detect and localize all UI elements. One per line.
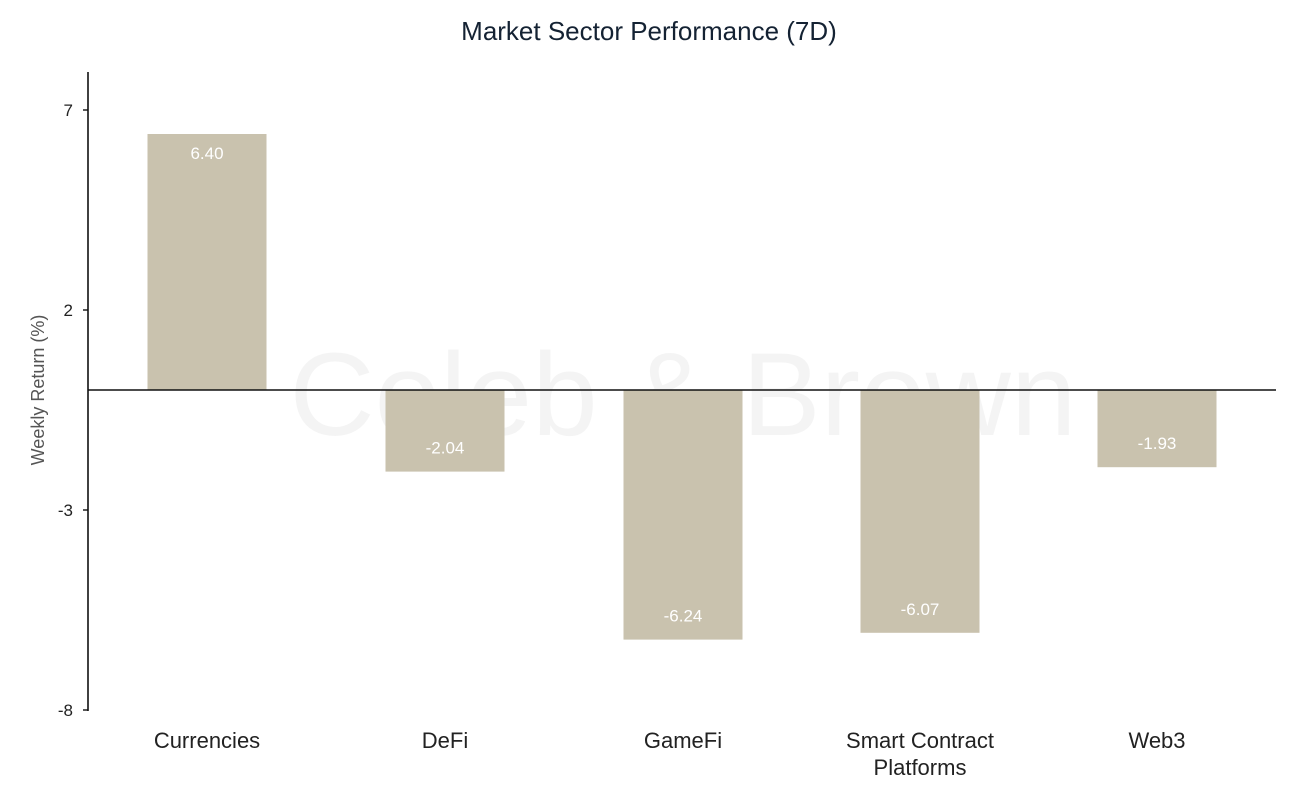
chart-title: Market Sector Performance (7D) (461, 16, 837, 46)
data-label: 6.40 (190, 144, 223, 163)
x-category-label: GameFi (644, 728, 722, 753)
data-label: -2.04 (426, 439, 465, 458)
x-category-label-line: Platforms (874, 755, 967, 780)
x-category-label: Web3 (1128, 728, 1185, 753)
y-tick-label: -3 (58, 501, 73, 520)
bar (147, 134, 267, 390)
x-category-label-line: Web3 (1128, 728, 1185, 753)
y-axis-label: Weekly Return (%) (28, 315, 48, 466)
y-tick-label: 7 (64, 101, 73, 120)
y-tick-label: -8 (58, 701, 73, 720)
y-tick-label: 2 (64, 301, 73, 320)
x-category-label: Currencies (154, 728, 260, 753)
labels-group: 6.40 -2.04 -6.24 -6.07 -1.93 7 2 -3 -8 Currencies… (58, 101, 1186, 780)
data-label: -1.93 (1138, 434, 1177, 453)
data-label: -6.24 (664, 607, 703, 626)
x-category-label: DeFi (422, 728, 468, 753)
x-category-label-line: GameFi (644, 728, 722, 753)
bar (860, 390, 980, 633)
x-category-label-line: Smart Contract (846, 728, 994, 753)
bar (385, 390, 505, 472)
x-category-label: Smart Contract Platforms (846, 728, 994, 780)
bar (1097, 390, 1217, 468)
bars-group (147, 134, 1217, 640)
x-category-label-line: DeFi (422, 728, 468, 753)
axes-group (83, 72, 1276, 711)
bar (623, 390, 743, 640)
x-category-label-line: Currencies (154, 728, 260, 753)
data-label: -6.07 (901, 600, 940, 619)
